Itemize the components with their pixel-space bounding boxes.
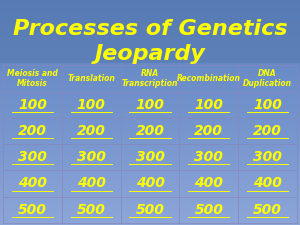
Text: DNA
Duplication: DNA Duplication xyxy=(243,69,292,88)
Text: 500: 500 xyxy=(194,203,223,217)
Text: 100: 100 xyxy=(253,98,282,112)
Text: Jeopardy: Jeopardy xyxy=(94,44,206,64)
Text: 500: 500 xyxy=(77,203,106,217)
Text: 300: 300 xyxy=(253,150,282,164)
Text: Translation: Translation xyxy=(67,74,115,83)
Text: 400: 400 xyxy=(136,176,164,190)
Text: 200: 200 xyxy=(194,124,223,138)
Text: 200: 200 xyxy=(253,124,282,138)
Text: RNA
Transcription: RNA Transcription xyxy=(122,69,178,88)
Text: 400: 400 xyxy=(253,176,282,190)
Text: 300: 300 xyxy=(194,150,223,164)
Text: 100: 100 xyxy=(77,98,106,112)
Text: 100: 100 xyxy=(136,98,164,112)
Text: 100: 100 xyxy=(18,98,47,112)
Text: 500: 500 xyxy=(253,203,282,217)
Text: 300: 300 xyxy=(18,150,47,164)
Text: Recombination: Recombination xyxy=(177,74,241,83)
Text: 400: 400 xyxy=(194,176,223,190)
Text: 200: 200 xyxy=(18,124,47,138)
Text: 200: 200 xyxy=(136,124,164,138)
Text: 400: 400 xyxy=(18,176,47,190)
Text: Processes of Genetics: Processes of Genetics xyxy=(13,19,287,39)
Text: 100: 100 xyxy=(194,98,223,112)
Text: 200: 200 xyxy=(77,124,106,138)
Text: Meiosis and
Mitosis: Meiosis and Mitosis xyxy=(7,69,58,88)
Text: 500: 500 xyxy=(18,203,47,217)
Bar xyxy=(0,0,300,63)
Text: 300: 300 xyxy=(77,150,106,164)
Text: 300: 300 xyxy=(136,150,164,164)
Text: 500: 500 xyxy=(136,203,164,217)
Text: 400: 400 xyxy=(77,176,106,190)
